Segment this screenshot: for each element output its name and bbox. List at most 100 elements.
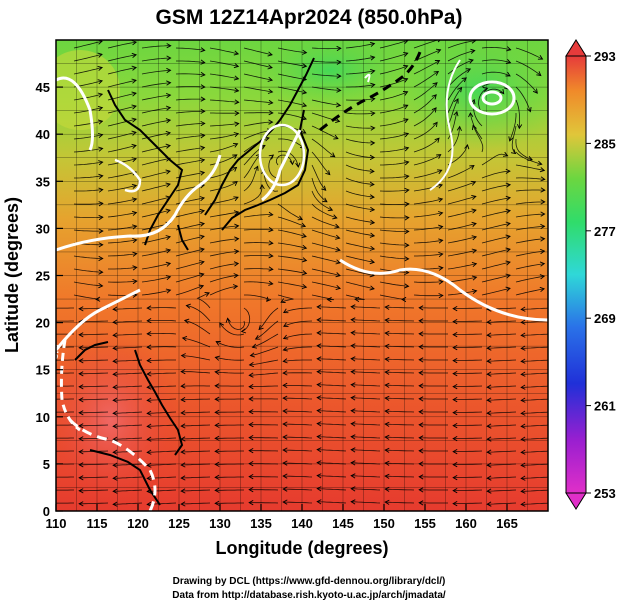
streamline	[447, 144, 468, 166]
streamline	[379, 281, 409, 287]
streamline-arrow	[510, 149, 517, 155]
streamline-arrow	[234, 110, 240, 116]
streamline-arrow	[98, 242, 104, 248]
streamline	[379, 40, 408, 49]
yellow-region-west	[56, 50, 120, 130]
streamline	[521, 411, 548, 414]
streamline	[453, 385, 483, 387]
streamline-arrow	[45, 488, 49, 492]
streamline	[311, 229, 340, 239]
streamline	[283, 397, 313, 400]
streamline-arrow	[131, 78, 137, 84]
streamline	[351, 501, 381, 504]
streamline	[141, 94, 171, 101]
streamline	[453, 346, 483, 348]
streamline	[345, 138, 375, 144]
streamline	[351, 345, 381, 348]
streamline-arrow	[316, 395, 322, 401]
streamline-arrow	[97, 105, 104, 112]
streamline	[515, 47, 543, 60]
streamline-arrow	[336, 45, 342, 52]
streamline	[515, 250, 545, 257]
streamline-arrow	[301, 283, 308, 290]
streamline	[380, 175, 409, 179]
streamline-arrow	[403, 51, 409, 57]
streamline	[413, 137, 440, 153]
streamline	[209, 250, 239, 257]
streamline-arrow	[486, 371, 492, 377]
streamline-arrow	[327, 206, 334, 212]
streamline	[219, 322, 245, 336]
streamline-arrow	[98, 160, 104, 166]
streamline	[345, 125, 375, 129]
streamline-arrow	[165, 288, 172, 294]
streamline	[385, 436, 415, 439]
streamline-arrow	[181, 335, 188, 342]
streamline-arrow	[384, 395, 390, 401]
streamline-arrow	[539, 274, 546, 280]
streamline	[351, 332, 381, 335]
streamline-arrow	[214, 369, 220, 375]
streamline-arrow	[199, 170, 206, 176]
streamline-arrow	[432, 121, 438, 127]
streamline	[181, 424, 211, 427]
streamline	[351, 358, 381, 361]
streamline	[346, 84, 375, 88]
streamline	[515, 73, 538, 94]
streamline	[250, 346, 279, 356]
streamline-arrow	[234, 248, 240, 255]
streamline-arrow	[316, 304, 322, 310]
streamline-arrow	[248, 487, 254, 493]
streamline-arrow	[505, 260, 511, 266]
streamline-arrow	[78, 397, 84, 403]
streamline-arrow	[131, 183, 138, 189]
streamline	[345, 242, 375, 250]
streamline-arrow	[316, 447, 322, 453]
streamline	[311, 177, 328, 203]
streamline	[345, 216, 375, 224]
streamline	[481, 287, 511, 296]
streamline-arrow	[180, 383, 186, 389]
streamline	[277, 294, 294, 303]
streamline	[73, 294, 100, 300]
streamline	[413, 82, 438, 101]
colorbar-tick-label: 293	[594, 49, 616, 64]
streamline-arrow	[232, 154, 238, 160]
streamline	[413, 239, 443, 244]
streamline-arrow	[165, 275, 172, 281]
streamline	[515, 138, 533, 161]
streamline-arrow	[301, 129, 307, 134]
streamline-arrow	[240, 328, 247, 334]
streamline	[141, 276, 171, 283]
streamline-arrow	[78, 449, 84, 455]
streamline-arrow	[165, 261, 172, 267]
streamline	[227, 318, 246, 330]
streamline	[209, 238, 239, 244]
streamline	[209, 133, 239, 140]
streamline-arrow	[404, 160, 410, 166]
streamline-arrow	[131, 197, 138, 203]
streamline-arrow	[452, 397, 458, 403]
streamline-arrow	[520, 358, 526, 364]
streamline-arrow	[112, 475, 118, 481]
streamline	[141, 289, 171, 296]
streamline	[345, 70, 375, 75]
streamline	[453, 476, 483, 478]
streamline	[277, 150, 299, 167]
streamline-arrow	[434, 137, 440, 143]
streamline	[521, 502, 548, 505]
streamline-arrow	[384, 499, 390, 505]
streamline	[175, 147, 205, 153]
streamline	[141, 157, 171, 166]
streamline-arrow	[532, 88, 538, 94]
streamline-arrow	[402, 91, 409, 96]
streamline-arrow	[282, 358, 288, 364]
streamline	[283, 333, 313, 339]
streamline-arrow	[112, 449, 118, 455]
streamline-arrow	[520, 319, 526, 325]
streamline-arrow	[98, 214, 104, 221]
streamline-arrow	[505, 221, 511, 227]
streamline	[385, 306, 415, 309]
streamline-arrow	[297, 215, 304, 221]
streamline-arrow	[539, 286, 546, 293]
